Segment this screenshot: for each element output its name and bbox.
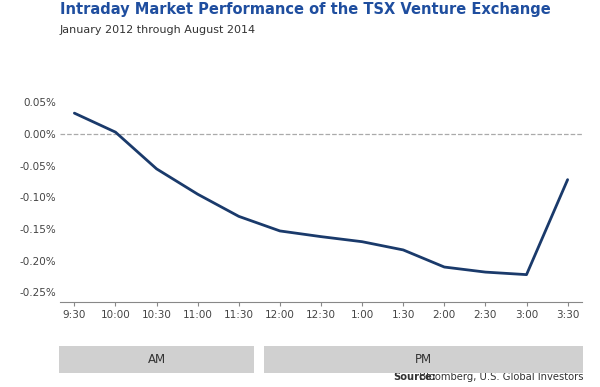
Text: PM: PM bbox=[415, 353, 433, 366]
Text: Bloomberg, U.S. Global Investors: Bloomberg, U.S. Global Investors bbox=[416, 372, 584, 382]
Text: Source:: Source: bbox=[393, 372, 436, 382]
Text: Intraday Market Performance of the TSX Venture Exchange: Intraday Market Performance of the TSX V… bbox=[60, 2, 551, 17]
Text: January 2012 through August 2014: January 2012 through August 2014 bbox=[60, 25, 256, 35]
Text: AM: AM bbox=[148, 353, 166, 366]
